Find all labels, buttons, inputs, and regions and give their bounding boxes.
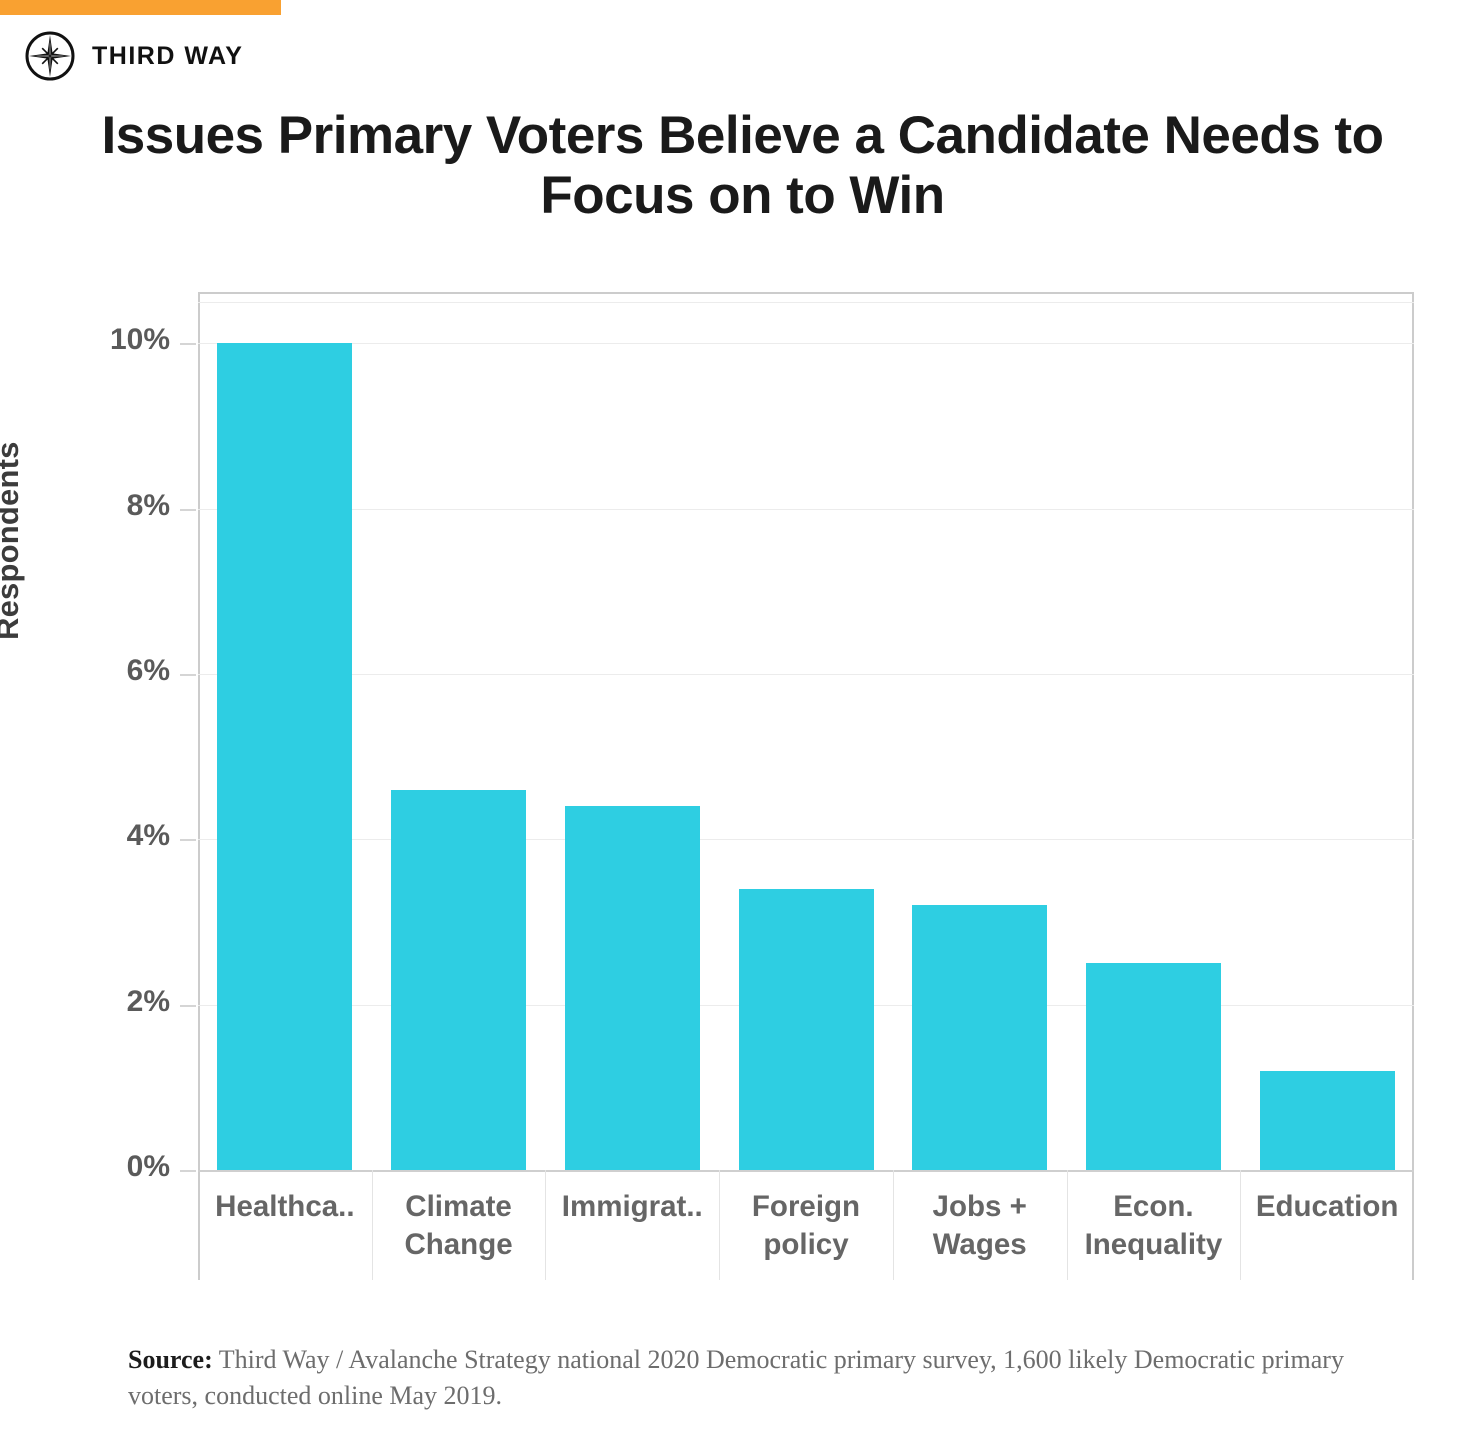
y-tick-mark: [180, 1004, 196, 1007]
category-separator: [1066, 1170, 1068, 1280]
bar[interactable]: [1085, 963, 1221, 1170]
y-tick-mark: [180, 508, 196, 511]
y-tick-mark: [180, 1170, 196, 1172]
brand-accent-bar: [0, 0, 281, 15]
gridline: [198, 343, 1414, 345]
gridline: [198, 673, 1414, 675]
category-separator: [371, 1170, 373, 1280]
bar[interactable]: [564, 806, 700, 1170]
y-tick-label: 0%: [126, 1150, 170, 1183]
brand-name: THIRD WAY: [92, 41, 244, 70]
bar[interactable]: [1259, 1070, 1395, 1170]
gridline: [198, 508, 1414, 510]
source-label: Source:: [128, 1345, 213, 1374]
bar[interactable]: [391, 789, 527, 1170]
x-tick-label: Immigrat..: [561, 1190, 703, 1223]
y-tick-mark: [180, 839, 196, 842]
y-tick-mark: [180, 673, 196, 676]
x-axis-baseline: [198, 1170, 1414, 1172]
source-text: Third Way / Avalanche Strategy national …: [128, 1345, 1344, 1410]
gridline: [198, 839, 1414, 841]
x-tick-label: Foreign policy: [751, 1190, 861, 1261]
plot-area: [198, 292, 1414, 1280]
x-tick-label: Jobs + Wages: [932, 1190, 1027, 1261]
y-tick-label: 8%: [126, 488, 170, 522]
y-tick-label: 4%: [126, 819, 170, 853]
category-separator: [1240, 1170, 1242, 1280]
chart-title: Issues Primary Voters Believe a Candidat…: [101, 106, 1384, 226]
category-separator: [545, 1170, 547, 1280]
x-tick-label: Education: [1255, 1190, 1399, 1223]
y-tick-label: 2%: [126, 984, 170, 1018]
bar[interactable]: [912, 905, 1048, 1170]
x-tick-label: Climate Change: [404, 1190, 513, 1261]
source-note: Source: Third Way / Avalanche Strategy n…: [128, 1342, 1348, 1414]
brand-logo: THIRD WAY: [24, 30, 243, 82]
x-tick-label: Healthca..: [215, 1190, 355, 1223]
plot-area-frame: [198, 292, 1414, 1280]
y-axis-title: Respondents: [0, 441, 25, 640]
gridline: [198, 302, 1414, 303]
y-tick-mark: [180, 343, 196, 346]
compass-star-icon: [25, 31, 75, 81]
category-separator: [892, 1170, 894, 1280]
bar[interactable]: [738, 888, 874, 1170]
y-tick-label: 6%: [126, 653, 170, 687]
bar[interactable]: [217, 343, 353, 1170]
category-separator: [719, 1170, 721, 1280]
x-tick-label: Econ. Inequality: [1084, 1190, 1223, 1261]
y-tick-label: 10%: [109, 323, 170, 357]
